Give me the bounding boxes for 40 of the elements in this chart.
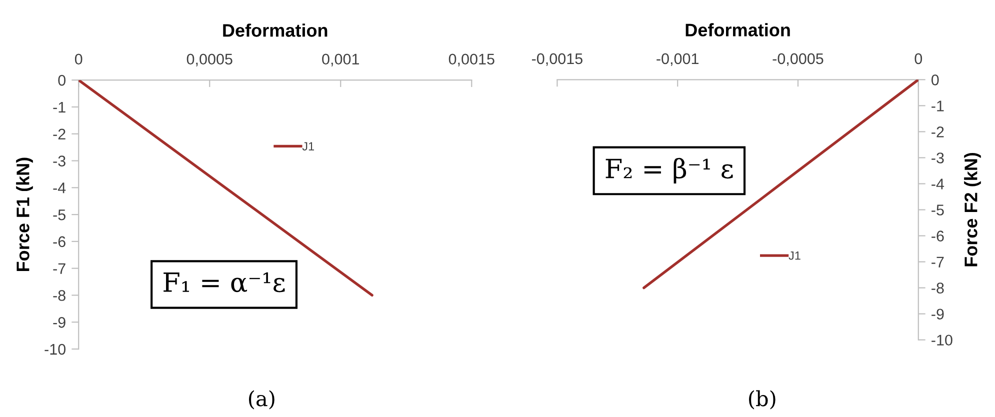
x-tick-label: -0,0015 xyxy=(532,53,582,66)
text: (b) xyxy=(749,390,776,410)
x-axis-title: Deformation xyxy=(223,24,328,37)
y-tick-label: -2 xyxy=(53,128,66,140)
y-tick-label: -9 xyxy=(932,308,944,320)
y-tick-label: 0 xyxy=(931,74,939,86)
x-tick-label: 0,0005 xyxy=(186,54,232,66)
annotation: F₂ = β⁻¹ ε xyxy=(606,158,733,184)
y-tick-label: -4 xyxy=(53,182,66,194)
legend-label: J1 xyxy=(302,142,314,150)
y-tick-label: -9 xyxy=(53,317,66,328)
y-axis-title: Force F2 (kN) xyxy=(964,152,981,266)
y-tick-label: 0 xyxy=(58,74,66,86)
x-tick-label: 0 xyxy=(914,53,922,64)
x-tick-label: 0,0015 xyxy=(448,54,494,66)
y-axis-title: Force F1 (kN) xyxy=(16,158,33,272)
y-tick-label: -5 xyxy=(53,210,66,220)
x-tick-label: 0 xyxy=(74,54,82,65)
y-tick-label: -3 xyxy=(932,152,944,164)
y-tick-label: -7 xyxy=(53,263,66,274)
text: (a) xyxy=(248,390,274,410)
y-tick-label: -5 xyxy=(932,204,944,216)
y-tick-label: -8 xyxy=(53,290,66,301)
y-tick-label: -1 xyxy=(932,100,944,112)
x-axis-title: Deformation xyxy=(686,23,790,36)
y-tick-label: -4 xyxy=(932,178,944,190)
y-tick-label: -8 xyxy=(932,282,944,294)
x-tick-label: -0,001 xyxy=(656,53,699,66)
y-tick-label: -2 xyxy=(932,126,944,138)
legend-label: J1 xyxy=(788,252,800,260)
x-tick-label: -0,0005 xyxy=(772,53,824,66)
y-tick-label: -6 xyxy=(932,230,944,242)
y-tick-label: -10 xyxy=(44,344,66,355)
y-tick-label: -10 xyxy=(932,334,952,346)
y-tick-label: -1 xyxy=(53,102,66,112)
x-tick-label: 0,001 xyxy=(322,54,359,66)
y-tick-label: -7 xyxy=(932,256,944,268)
annotation: F₁ = α⁻¹ε xyxy=(164,272,285,292)
y-tick-label: -3 xyxy=(53,156,66,166)
y-tick-label: -6 xyxy=(53,236,66,248)
